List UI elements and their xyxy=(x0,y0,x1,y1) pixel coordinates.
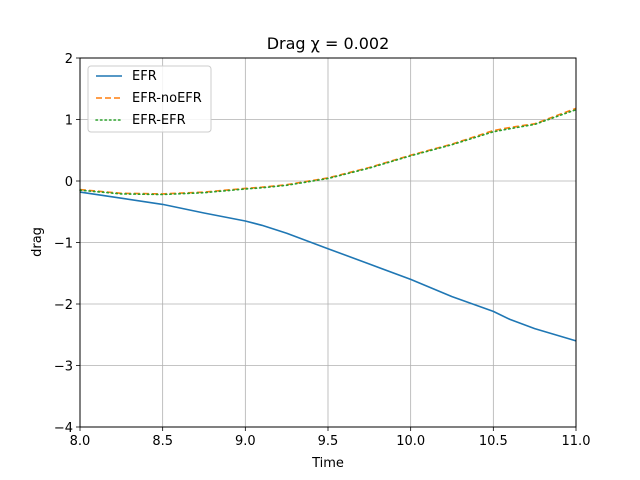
chart-title: Drag χ = 0.002 xyxy=(267,34,390,53)
series-line-efr-efr xyxy=(79,108,577,196)
y-tick-label: 2 xyxy=(65,52,73,67)
x-tick-label: 9.5 xyxy=(318,434,339,449)
y-tick-label: −3 xyxy=(54,360,73,375)
legend: EFR EFR-noEFR EFR-EFR xyxy=(87,65,212,133)
x-axis-label: Time xyxy=(311,456,344,471)
x-tick-label: 10.5 xyxy=(479,434,508,449)
x-tick-label: 9.0 xyxy=(235,434,256,449)
series-lines xyxy=(79,107,577,342)
series-line-efr xyxy=(79,191,577,342)
legend-label: EFR-noEFR xyxy=(132,91,202,106)
x-tick-label: 10.0 xyxy=(396,434,425,449)
legend-label: EFR xyxy=(132,69,157,84)
y-tick-label: −2 xyxy=(54,298,73,313)
ticks: 8.0 8.5 9.0 9.5 10.0 10.5 11.0 −4 −3 −2 −1 0 1 2 xyxy=(54,52,591,449)
y-axis-label: drag xyxy=(30,227,45,257)
x-tick-label: 11.0 xyxy=(562,434,591,449)
y-tick-label: 0 xyxy=(65,175,73,190)
series-line-efr-noefr xyxy=(79,107,577,195)
y-tick-label: 1 xyxy=(65,114,73,129)
y-tick-label: −1 xyxy=(54,237,73,252)
legend-label: EFR-EFR xyxy=(132,113,186,128)
y-tick-label: −4 xyxy=(54,421,73,436)
x-tick-label: 8.5 xyxy=(152,434,173,449)
x-tick-label: 8.0 xyxy=(70,434,91,449)
legend-box xyxy=(87,65,212,133)
